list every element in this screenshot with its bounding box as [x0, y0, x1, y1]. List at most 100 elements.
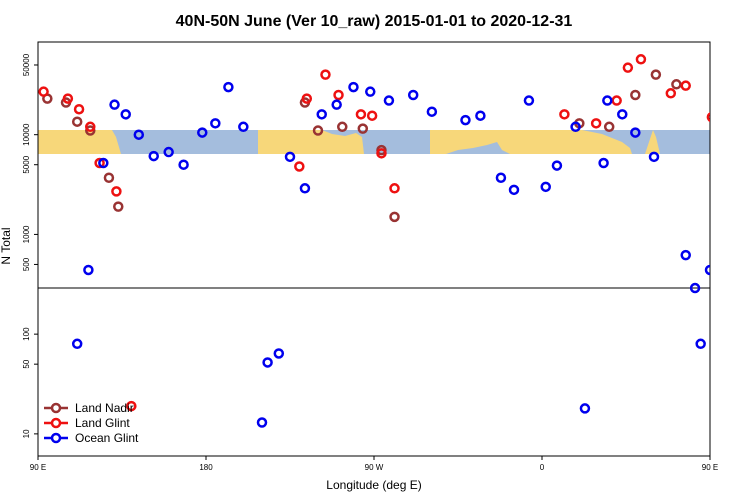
ocean-glint-point — [523, 95, 535, 106]
land-glint-point — [94, 157, 105, 169]
land-glint-point — [333, 89, 344, 101]
ocean-glint-point — [98, 157, 109, 169]
map-land-north-america — [258, 130, 364, 154]
land-nadir-point — [85, 125, 96, 136]
ocean-glint-point — [407, 89, 419, 101]
ocean-glint-point — [256, 417, 268, 428]
y-tick-label: 1000 — [22, 225, 31, 243]
ocean-glint-point — [238, 121, 249, 133]
land-glint-point — [301, 93, 313, 104]
ocean-glint-point — [316, 109, 327, 120]
ocean-glint-point — [299, 183, 311, 194]
x-axis: 90 E 180 90 W 0 90 E — [30, 456, 718, 472]
ocean-glint-point — [704, 264, 710, 276]
legend-label-ocean-glint: Ocean Glint — [75, 431, 139, 445]
land-nadir-point — [389, 211, 400, 223]
x-tick-label: 90 W — [365, 463, 384, 472]
land-glint-point — [62, 93, 74, 104]
ocean-glint-point — [689, 282, 701, 294]
ocean-glint-point — [365, 86, 376, 97]
y-tick-label: 10 — [22, 429, 31, 438]
land-glint-point — [73, 103, 85, 115]
land-nadir-point — [719, 89, 727, 97]
map-land-north-america-wrap — [645, 130, 660, 154]
x-tick-label: 0 — [540, 463, 545, 472]
ocean-glint-point — [273, 348, 285, 359]
x-axis-label: Longitude (deg E) — [326, 478, 421, 492]
x-tick-label: 90 E — [702, 463, 718, 472]
land-nadir-point — [603, 121, 615, 133]
land-glint-point — [706, 112, 710, 123]
ocean-glint-point — [725, 101, 733, 109]
ocean-glint-point — [579, 403, 591, 414]
ocean-glint-point — [715, 159, 723, 167]
land-glint-point — [635, 54, 647, 65]
land-nadir-point — [103, 172, 115, 184]
legend-marker-land-glint — [50, 417, 62, 429]
ocean-glint-point — [540, 181, 551, 193]
y-axis: 50000 10000 5000 1000 500 100 50 10 — [22, 53, 38, 438]
ocean-glint-point — [331, 99, 342, 110]
land-glint-point — [38, 86, 49, 97]
land-glint-point — [590, 118, 602, 129]
chart-title: 40N-50N June (Ver 10_raw) 2015-01-01 to … — [176, 13, 573, 30]
ocean-glint-point — [120, 109, 131, 120]
ocean-glint-point — [223, 81, 234, 93]
land-glint-point — [320, 69, 331, 80]
land-glint-point — [126, 400, 137, 412]
ocean-glint-point — [148, 150, 159, 162]
ocean-glint-point — [680, 249, 691, 261]
y-tick-label: 50 — [22, 359, 31, 368]
ocean-glint-point — [348, 81, 359, 93]
ocean-glint-point — [630, 127, 641, 138]
y-tick-label: 100 — [22, 327, 31, 341]
y-tick-label: 10000 — [22, 123, 31, 146]
land-nadir-point — [312, 125, 324, 136]
data-points — [38, 54, 733, 428]
ocean-glint-point — [284, 151, 296, 163]
ocean-glint-point — [602, 95, 613, 106]
land-nadir-point — [650, 69, 662, 80]
land-glint-point — [355, 109, 367, 120]
y-axis-label: N Total — [0, 227, 13, 264]
ocean-glint-point — [551, 160, 563, 171]
legend-label-land-glint: Land Glint — [75, 416, 130, 430]
land-glint-point — [366, 110, 378, 121]
land-glint-point — [85, 121, 96, 133]
land-nadir-point — [357, 123, 369, 134]
map-land-asia — [38, 130, 121, 154]
ocean-glint-point — [475, 110, 486, 121]
ocean-glint-point — [83, 264, 94, 276]
ocean-glint-point — [197, 127, 208, 138]
ocean-glint-point — [570, 121, 581, 133]
ocean-glint-point — [648, 151, 660, 163]
ocean-glint-point — [495, 172, 507, 184]
ocean-glint-point — [383, 95, 395, 106]
x-tick-label: 180 — [199, 463, 213, 472]
legend-marker-land-nadir — [50, 402, 62, 414]
land-glint-point — [611, 95, 622, 106]
land-glint-point — [680, 80, 691, 91]
land-glint-point — [622, 62, 634, 73]
ocean-glint-point — [426, 106, 438, 117]
land-glint-point — [719, 82, 727, 90]
ocean-glint-point — [695, 338, 706, 350]
ocean-glint-point — [109, 99, 120, 110]
world-map-strip — [38, 130, 710, 154]
legend-marker-ocean-glint — [50, 432, 62, 444]
y-tick-label: 500 — [22, 257, 31, 271]
ocean-glint-point — [617, 109, 628, 120]
land-nadir-point — [671, 79, 682, 90]
land-glint-point — [111, 186, 122, 197]
ocean-glint-point — [163, 146, 174, 158]
land-glint-point — [294, 161, 305, 172]
land-nadir-point — [71, 116, 83, 127]
ocean-glint-point — [210, 118, 221, 129]
ocean-glint-point — [71, 338, 83, 350]
land-nadir-point — [337, 121, 348, 133]
ocean-glint-point — [133, 129, 145, 140]
ocean-glint-point — [460, 114, 471, 126]
land-nadir-point — [113, 201, 124, 212]
legend-label-land-nadir: Land Nadir — [75, 401, 134, 415]
